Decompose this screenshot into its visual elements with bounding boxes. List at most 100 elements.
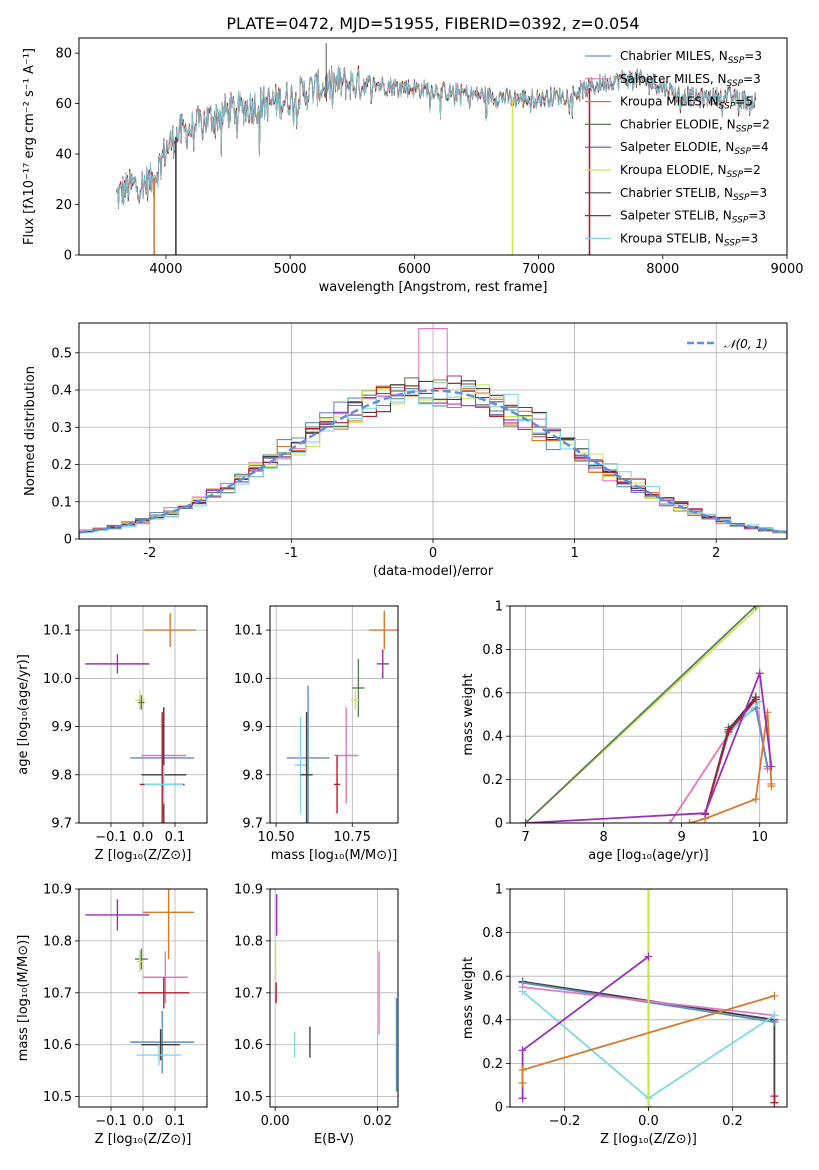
mass-vs-Z-panel: −0.1 0.0 0.1 10.5 10.6 10.7 10.8 10.9 Z [log₁₀(Z… [16, 883, 208, 1147]
errorbar-chabrier-miles [286, 685, 330, 823]
errorbar-chabrier-miles [130, 1010, 195, 1074]
series-marker [751, 695, 760, 704]
y-tick-label: 10.9 [234, 883, 263, 898]
y-axis-label: mass weight [461, 673, 476, 755]
errorbar-chabrier-elodie [135, 948, 148, 970]
y-tick-label: 9.7 [51, 817, 72, 832]
grid-lines [270, 606, 398, 824]
series-marker [518, 987, 527, 996]
spectrum-panel: Chabrier MILES, NSSP=3 Salpeter MILES, NS… [22, 14, 804, 295]
x-tick-label: 0.0 [638, 1114, 659, 1129]
plot-area [85, 889, 195, 1074]
y-tick-label: 0.2 [482, 1057, 503, 1072]
y-tick-label: 10.1 [234, 624, 263, 639]
y-tick-label: 0.4 [482, 730, 503, 745]
series-marker [770, 1011, 779, 1020]
y-tick-label: 10.8 [43, 934, 72, 949]
x-tick-label: −0.1 [95, 830, 127, 845]
x-tick-label: 5000 [274, 262, 307, 277]
errorbar-salpeter-elodie [85, 654, 150, 674]
x-tick-label: 0 [429, 546, 437, 561]
grid-lines [79, 606, 207, 824]
series-marker [644, 952, 653, 961]
mass-vs-ebv-panel: 0.00 0.02 10.5 10.6 10.7 10.8 10.9 E(B-V) [234, 883, 399, 1147]
y-axis-label: Normed distribution [23, 366, 38, 496]
legend-entry: Salpeter ELODIE, NSSP=4 [620, 140, 769, 157]
y-tick-label: 10.0 [234, 672, 263, 687]
errorbar-kroupa-miles [369, 610, 398, 650]
errorbar-kroupa-stelib [294, 716, 307, 814]
y-tick-label: 0 [495, 817, 503, 832]
legend-entry: Chabrier STELIB, NSSP=3 [620, 186, 767, 203]
legend-entry: 𝒩(0, 1) [724, 337, 768, 351]
y-tick-label: 0.8 [482, 643, 503, 658]
plot-area [85, 613, 196, 823]
plot-area [79, 328, 787, 539]
x-tick-label: 8000 [646, 262, 679, 277]
x-tick-label: 4000 [149, 262, 182, 277]
errorbar-salpeter-miles [334, 707, 359, 804]
chart-title: PLATE=0472, MJD=51955, FIBERID=0392, z=0… [226, 14, 639, 33]
x-tick-label: 2 [712, 546, 720, 561]
series-kroupa-miles [518, 991, 779, 1088]
x-tick-label: 6000 [398, 262, 431, 277]
series-marker [518, 1094, 527, 1103]
y-axis-label: Flux [fλ10⁻¹⁷ erg cm⁻² s⁻¹ A⁻¹] [22, 48, 37, 245]
y-tick-label: 0.2 [51, 458, 72, 473]
grid-lines [270, 888, 398, 1107]
x-tick-label: 10 [751, 830, 768, 845]
plot-area [274, 894, 398, 1092]
x-tick-label: 8 [599, 830, 607, 845]
y-tick-label: 10.0 [43, 672, 72, 687]
x-tick-label: 0.1 [165, 830, 186, 845]
y-tick-label: 10.7 [234, 986, 263, 1001]
x-tick-label: 0.1 [165, 1114, 186, 1129]
y-tick-label: 1 [495, 883, 503, 898]
x-tick-label: 10.50 [257, 830, 294, 845]
x-tick-label: 9 [678, 830, 686, 845]
series-chabrier-elodie [521, 606, 760, 823]
y-tick-label: 0.1 [51, 495, 72, 510]
x-axis-label: Z [log₁₀(Z/Z⊙)] [95, 848, 192, 863]
y-tick-label: 40 [55, 148, 72, 163]
series-marker [767, 782, 776, 791]
y-tick-label: 10.6 [234, 1038, 263, 1053]
x-axis-label: age [log₁₀(age/yr)] [588, 848, 709, 863]
residuals-panel: 𝒩(0, 1) -2 -1 0 1 2 0 0.1 0.2 0.3 0.4 0.5 (data-mode… [23, 322, 788, 579]
y-tick-label: 9.8 [242, 768, 263, 783]
series-marker [644, 1103, 653, 1107]
errorbar-salpeter-elodie [85, 899, 150, 931]
errorbar-kroupa-elodie [136, 951, 143, 973]
series-marker [521, 819, 530, 823]
x-tick-label: 0.0 [133, 830, 154, 845]
errorbar-kroupa-miles [144, 613, 196, 647]
y-tick-label: 0.3 [51, 421, 72, 436]
errorbar-kroupa-stelib [136, 1044, 182, 1066]
series-marker [751, 795, 760, 804]
y-axis-label: mass weight [461, 957, 476, 1039]
y-tick-label: 0.4 [482, 1013, 503, 1028]
x-tick-label: 1 [570, 546, 578, 561]
series-marker [770, 1092, 779, 1101]
axes-frame [509, 605, 788, 824]
series-marker [767, 762, 776, 771]
x-tick-label: 7 [521, 830, 529, 845]
y-tick-label: 20 [55, 198, 72, 213]
x-axis-label: Z [log₁₀(Z/Z⊙)] [95, 1132, 192, 1147]
errorbar-salpeter-stelib [138, 977, 190, 1009]
series-marker [770, 991, 779, 1000]
series-marker [724, 727, 733, 736]
y-tick-label: 0.8 [482, 926, 503, 941]
errorbar-kroupa-stelib [144, 765, 183, 804]
y-tick-label: 9.7 [242, 817, 263, 832]
x-tick-label: -2 [143, 546, 156, 561]
y-tick-label: 10.9 [43, 883, 72, 898]
errorbar-salpeter-miles [143, 951, 188, 1004]
x-tick-label: −0.2 [549, 1114, 581, 1129]
errorbar-salpeter-elodie [376, 649, 389, 679]
y-tick-label: 10.7 [43, 986, 72, 1001]
spectrum-line-kroupa-stelib [116, 66, 757, 208]
series-marker [644, 889, 653, 893]
axes-frame [269, 605, 399, 824]
